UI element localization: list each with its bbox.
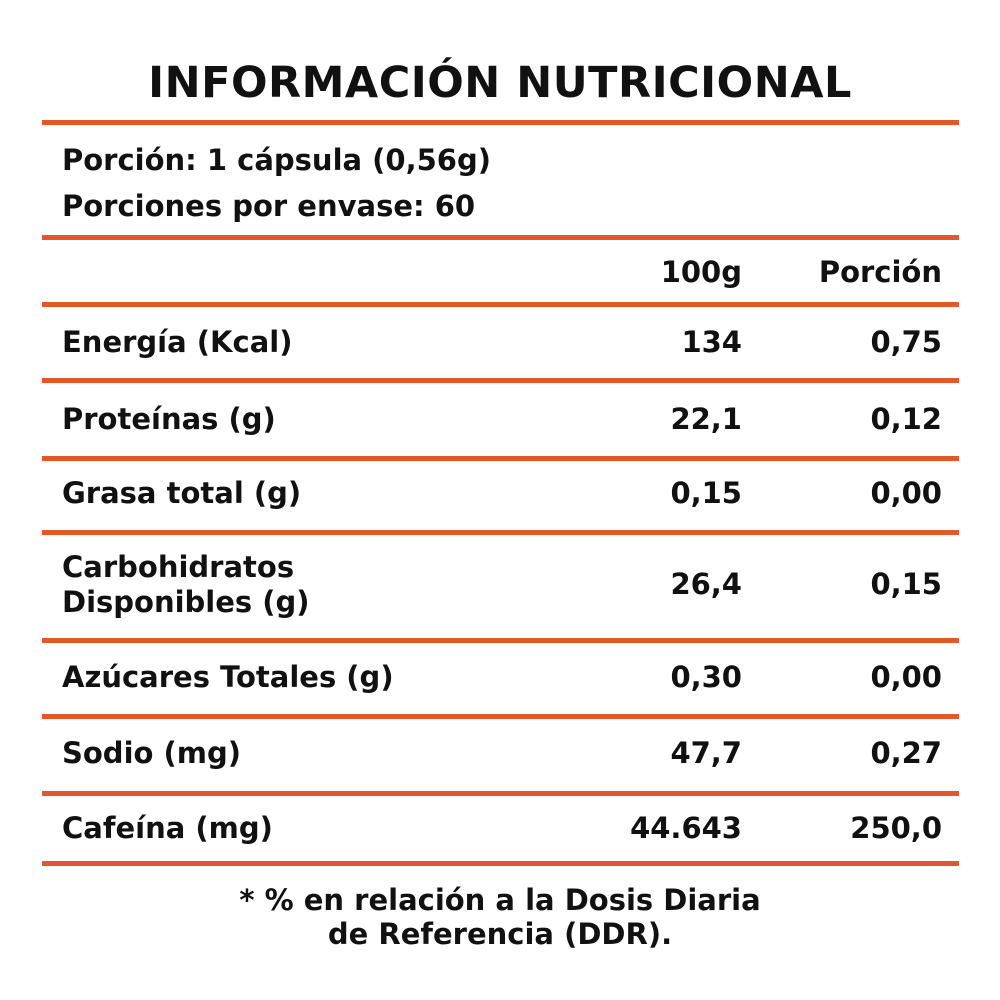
row-divider xyxy=(42,714,959,719)
serving-size-text: Porción: 1 cápsula (0,56g) xyxy=(62,143,491,177)
row-value-portion: 250,0 xyxy=(850,811,942,845)
row-divider xyxy=(42,456,959,461)
row-label: Cafeína (mg) xyxy=(62,811,273,845)
row-value-portion: 0,12 xyxy=(870,402,942,436)
row-value-portion: 0,00 xyxy=(870,660,942,694)
divider-top xyxy=(42,120,959,125)
row-divider xyxy=(42,791,959,796)
row-divider xyxy=(42,378,959,383)
row-value-100g: 26,4 xyxy=(670,567,742,601)
row-label-line2: Disponibles (g) xyxy=(62,585,310,619)
divider-bottom xyxy=(42,861,959,866)
row-value-portion: 0,75 xyxy=(870,325,942,359)
servings-per-container-text: Porciones por envase: 60 xyxy=(62,189,476,223)
divider-header xyxy=(42,302,959,307)
row-value-100g: 22,1 xyxy=(670,402,742,436)
column-header-portion: Porción xyxy=(818,255,942,289)
row-label: Carbohidratos xyxy=(62,550,295,584)
row-value-100g: 47,7 xyxy=(670,736,742,770)
row-value-100g: 134 xyxy=(681,325,742,359)
footnote-line1: * % en relación a la Dosis Diaria xyxy=(239,883,761,917)
row-label: Sodio (mg) xyxy=(62,736,242,770)
row-value-portion: 0,15 xyxy=(870,567,942,601)
row-divider xyxy=(42,530,959,535)
row-label: Energía (Kcal) xyxy=(62,325,293,359)
row-value-100g: 0,30 xyxy=(670,660,742,694)
row-label: Proteínas (g) xyxy=(62,402,276,436)
row-label: Azúcares Totales (g) xyxy=(62,660,394,694)
row-value-portion: 0,00 xyxy=(870,476,942,510)
row-divider xyxy=(42,638,959,643)
row-value-portion: 0,27 xyxy=(870,736,942,770)
footnote-line2: de Referencia (DDR). xyxy=(327,917,673,951)
column-header-100g: 100g xyxy=(660,255,742,289)
panel-title: INFORMACIÓN NUTRICIONAL xyxy=(148,58,852,108)
row-label: Grasa total (g) xyxy=(62,476,302,510)
row-value-100g: 44.643 xyxy=(630,811,742,845)
row-value-100g: 0,15 xyxy=(670,476,742,510)
divider-serving xyxy=(42,235,959,240)
